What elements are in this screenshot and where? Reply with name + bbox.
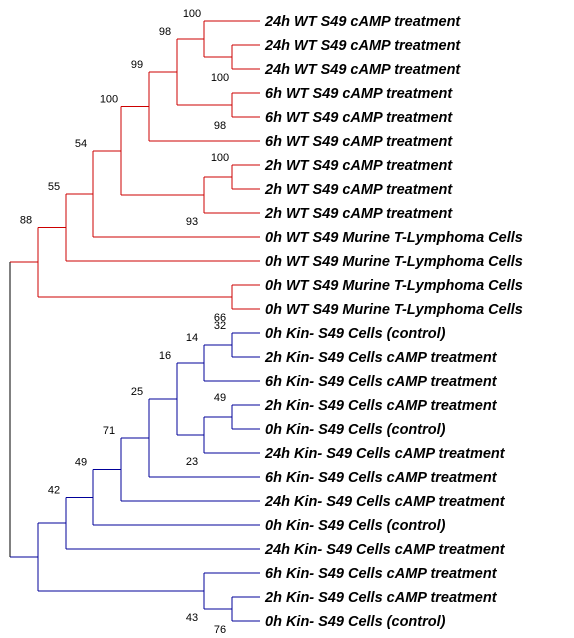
support-value: 100 [100, 94, 118, 106]
support-value: 55 [48, 181, 60, 193]
support-value: 14 [186, 332, 198, 344]
leaf-label: 24h WT S49 cAMP treatment [264, 38, 461, 54]
support-value: 100 [211, 152, 229, 164]
leaf-label: 0h WT S49 Murine T-Lymphoma Cells [265, 230, 523, 246]
leaf-label: 2h Kin- S49 Cells cAMP treatment [264, 590, 498, 606]
leaf-label: 2h Kin- S49 Cells cAMP treatment [264, 350, 498, 366]
leaf-label: 6h Kin- S49 Cells cAMP treatment [265, 566, 498, 582]
support-value: 93 [186, 216, 198, 228]
support-value: 66 [214, 312, 226, 324]
support-value: 100 [183, 8, 201, 20]
leaf-label: 2h WT S49 cAMP treatment [264, 182, 453, 198]
leaf-label: 2h WT S49 cAMP treatment [264, 158, 453, 174]
leaf-label: 24h Kin- S49 Cells cAMP treatment [264, 494, 506, 510]
leaf-label: 6h Kin- S49 Cells cAMP treatment [265, 374, 498, 390]
leaf-label: 0h Kin- S49 Cells (control) [265, 422, 446, 438]
leaf-labels: 24h WT S49 cAMP treatment 24h WT S49 cAMP… [264, 14, 523, 630]
support-values: 100 100 98 98 99 100 93 100 54 55 66 88 32 14 49 23 16 25… [20, 8, 229, 636]
tree-branches [9, 20, 260, 622]
support-value: 98 [214, 120, 226, 132]
support-value: 88 [20, 214, 32, 226]
leaf-label: 6h WT S49 cAMP treatment [265, 86, 453, 102]
support-value: 25 [131, 386, 143, 398]
leaf-label: 2h Kin- S49 Cells cAMP treatment [264, 398, 498, 414]
leaf-label: 6h WT S49 cAMP treatment [265, 134, 453, 150]
support-value: 32 [214, 320, 226, 332]
support-value: 100 [211, 72, 229, 84]
support-value: 16 [159, 350, 171, 362]
support-value: 49 [214, 392, 226, 404]
leaf-label: 0h Kin- S49 Cells (control) [265, 518, 446, 534]
leaf-label: 0h WT S49 Murine T-Lymphoma Cells [265, 302, 523, 318]
support-value: 42 [48, 484, 60, 496]
support-value: 98 [159, 26, 171, 38]
leaf-label: 6h WT S49 cAMP treatment [265, 110, 453, 126]
leaf-label: 0h WT S49 Murine T-Lymphoma Cells [265, 278, 523, 294]
support-value: 23 [186, 456, 198, 468]
support-value: 71 [103, 425, 115, 437]
leaf-label: 0h Kin- S49 Cells (control) [265, 614, 446, 630]
support-value: 54 [75, 138, 87, 150]
leaf-label: 24h Kin- S49 Cells cAMP treatment [264, 542, 506, 558]
leaf-label: 24h WT S49 cAMP treatment [264, 62, 461, 78]
leaf-label: 2h WT S49 cAMP treatment [264, 206, 453, 222]
support-value: 99 [131, 59, 143, 71]
support-value: 76 [214, 624, 226, 636]
support-value: 43 [186, 612, 198, 624]
leaf-label: 24h WT S49 cAMP treatment [264, 14, 461, 30]
leaf-label: 0h Kin- S49 Cells (control) [265, 326, 446, 342]
support-value: 49 [75, 457, 87, 469]
leaf-label: 6h Kin- S49 Cells cAMP treatment [265, 470, 498, 486]
leaf-label: 24h Kin- S49 Cells cAMP treatment [264, 446, 506, 462]
leaf-label: 0h WT S49 Murine T-Lymphoma Cells [265, 254, 523, 270]
